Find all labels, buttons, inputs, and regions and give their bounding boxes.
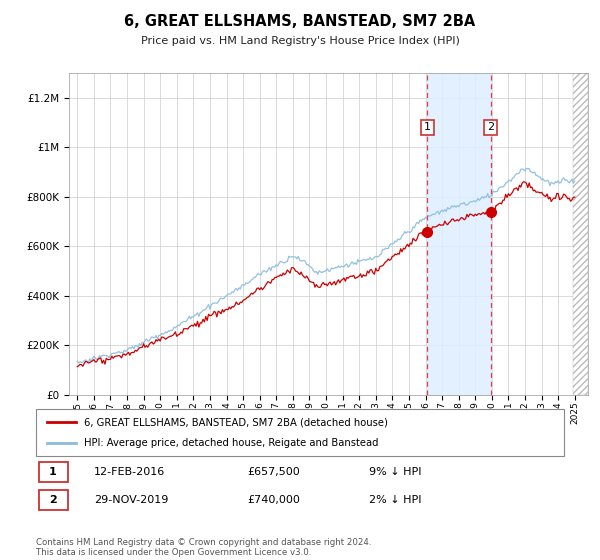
Text: £657,500: £657,500	[247, 467, 300, 477]
Text: Price paid vs. HM Land Registry's House Price Index (HPI): Price paid vs. HM Land Registry's House …	[140, 36, 460, 46]
Text: HPI: Average price, detached house, Reigate and Banstead: HPI: Average price, detached house, Reig…	[83, 438, 378, 448]
Text: Contains HM Land Registry data © Crown copyright and database right 2024.
This d: Contains HM Land Registry data © Crown c…	[36, 538, 371, 557]
Text: £740,000: £740,000	[247, 494, 300, 505]
Text: 29-NOV-2019: 29-NOV-2019	[94, 494, 169, 505]
Text: 12-FEB-2016: 12-FEB-2016	[94, 467, 166, 477]
Text: 2: 2	[49, 494, 57, 505]
Text: 6, GREAT ELLSHAMS, BANSTEAD, SM7 2BA (detached house): 6, GREAT ELLSHAMS, BANSTEAD, SM7 2BA (de…	[83, 417, 388, 427]
Text: 1: 1	[424, 122, 431, 132]
Text: 1: 1	[49, 467, 57, 477]
Text: 2: 2	[487, 122, 494, 132]
FancyBboxPatch shape	[36, 409, 564, 456]
Text: 9% ↓ HPI: 9% ↓ HPI	[368, 467, 421, 477]
Text: 2% ↓ HPI: 2% ↓ HPI	[368, 494, 421, 505]
FancyBboxPatch shape	[38, 462, 68, 482]
Text: 6, GREAT ELLSHAMS, BANSTEAD, SM7 2BA: 6, GREAT ELLSHAMS, BANSTEAD, SM7 2BA	[124, 14, 476, 29]
FancyBboxPatch shape	[38, 489, 68, 510]
